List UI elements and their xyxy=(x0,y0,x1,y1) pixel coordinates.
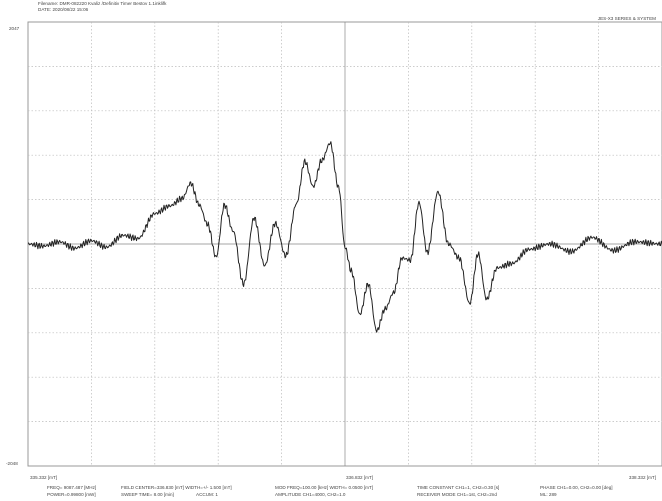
signal-line xyxy=(27,141,662,333)
y-tick-bottom: -2048 xyxy=(6,461,18,466)
x-tick-center: 336.832 [mT] xyxy=(346,475,374,480)
header-date: DATE: 2020/08/22 15:06 xyxy=(38,7,89,12)
param-amplitude: AMPLITUDE CH1=4000, CH2=1.0 xyxy=(275,492,346,497)
param-phase: PHASE CH1=0.00, CH2=0.00 [deg] xyxy=(540,485,613,490)
param-sweep-time: SWEEP TIME= 8.00 [min] xyxy=(121,492,174,497)
param-mod-freq: MOD FREQ=100.00 [kHz] WIDTH= 0.0500 [mT] xyxy=(275,485,374,490)
header-filename: Filename: DMR-082220 Kvaliz /Definitiv T… xyxy=(38,1,167,6)
param-ml: ML: 289 xyxy=(540,492,557,497)
grid xyxy=(28,22,662,466)
param-power: POWER=0.99800 [mW] xyxy=(47,492,96,497)
param-receiver-mode: RECEIVER MODE CH1=1st, CH2=2nd xyxy=(417,492,497,497)
header-system: JES-X3 SERIES & SYSTEM xyxy=(597,16,656,21)
param-freq: FREQ= 9087.487 [MHz] xyxy=(47,485,97,490)
param-accum: ACCUM: 1 xyxy=(196,492,218,497)
y-tick-top: 2047 xyxy=(9,26,20,31)
param-field-center: FIELD CENTER=336.830 [mT] WIDTH=+/- 1.50… xyxy=(121,485,232,490)
param-time-constant: TIME CONSTANT CH1=1, CH2=0.30 [s] xyxy=(417,485,500,490)
x-tick-right: 338.332 [mT] xyxy=(628,475,656,480)
x-tick-left: 335.332 [mT] xyxy=(30,475,58,480)
